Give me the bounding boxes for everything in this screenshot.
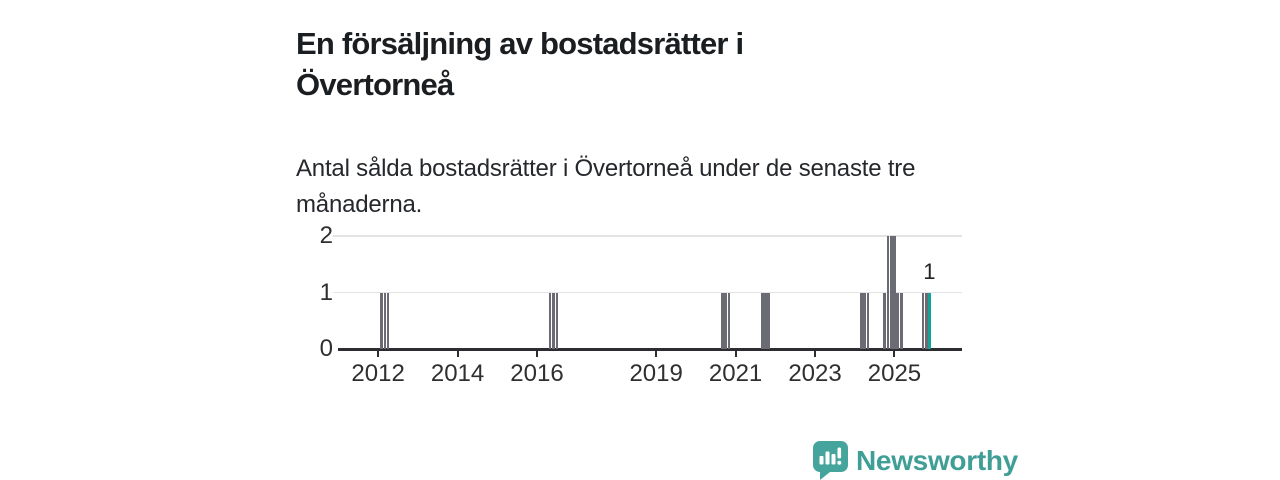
x-axis-tick [536, 351, 538, 357]
gridline-y1 [333, 291, 962, 293]
y-axis-tick-label: 1 [319, 278, 333, 306]
x-axis-tick-label: 2016 [510, 360, 564, 387]
bar [883, 292, 886, 349]
x-axis-tick [655, 351, 658, 357]
bar [761, 292, 764, 349]
bar [764, 292, 767, 349]
gridline-y2 [333, 235, 962, 237]
bar [724, 292, 727, 349]
brand-name: Newsworthy [856, 444, 1018, 476]
x-axis-tick-label: 2019 [629, 360, 683, 387]
bar [386, 292, 390, 349]
bar [863, 292, 866, 349]
bar [866, 292, 870, 349]
bar-chart: 1 0 1 2 2012 2014 2016 2019 2021 2023 2025 [296, 222, 968, 393]
highlighted-bar [928, 292, 931, 349]
bar-value-label: 1 [923, 258, 936, 284]
chart-subtitle: Antal sålda bostadsrätter i Övertorneå u… [296, 155, 916, 218]
x-axis-tick-label: 2021 [708, 360, 763, 387]
bar [548, 292, 552, 349]
bar [767, 292, 770, 349]
bar [921, 292, 925, 349]
y-axis-tick-label: 0 [319, 335, 333, 362]
x-axis-tick-label: 2014 [430, 360, 485, 387]
newsworthy-speech-bubble-chart-icon [813, 441, 848, 480]
x-axis-tick [734, 351, 737, 357]
y-axis-tick-label: 2 [319, 222, 333, 249]
x-axis-line [338, 348, 962, 351]
bar [893, 236, 896, 349]
x-axis-tick [456, 351, 459, 357]
newsworthy-brand: Newsworthy [812, 441, 1018, 480]
bar [925, 292, 928, 349]
plot-area: 1 [333, 235, 962, 351]
x-axis-tick [814, 351, 817, 357]
bar [721, 292, 724, 349]
bar [555, 292, 559, 349]
bar [383, 292, 387, 349]
bar [890, 236, 893, 349]
x-axis-tick-label: 2025 [867, 360, 922, 387]
x-axis-tick [893, 351, 896, 357]
x-axis-tick-label: 2023 [788, 360, 842, 387]
bar [886, 236, 890, 349]
x-axis-tick-label: 2012 [351, 360, 405, 387]
page-title: En försäljning av bostadsrätter i Överto… [296, 25, 744, 102]
bar [860, 292, 863, 349]
bar [727, 292, 731, 349]
x-axis-tick [377, 351, 380, 357]
bar [900, 292, 903, 349]
bar [896, 292, 899, 349]
bar [380, 292, 383, 349]
bar [552, 292, 555, 349]
